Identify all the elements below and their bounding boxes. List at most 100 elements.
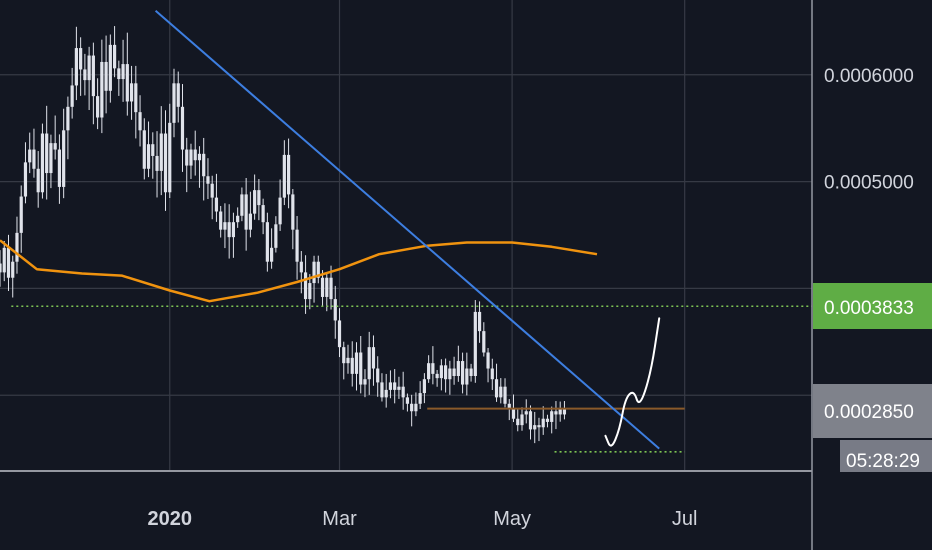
time-tick-label: 2020 — [148, 508, 193, 530]
candle-body — [376, 368, 380, 383]
candle-body — [520, 414, 524, 426]
candle-body — [53, 143, 57, 150]
candle-body — [155, 155, 159, 171]
candle-body — [159, 133, 163, 171]
candle-body — [316, 261, 320, 278]
candle-body — [367, 347, 371, 380]
candle-body — [236, 215, 240, 223]
candle-body — [414, 403, 418, 412]
last-price-badge — [813, 384, 932, 438]
candle-body — [265, 222, 269, 262]
candle-body — [439, 365, 443, 379]
price-tick-label: 0.0006000 — [824, 66, 914, 87]
candle-body — [541, 418, 545, 428]
candle-body — [278, 197, 282, 225]
candle-body — [299, 261, 303, 273]
support-price-label: 0.0003833 — [824, 298, 914, 319]
candle-body — [223, 222, 227, 230]
candle-body — [104, 61, 108, 91]
candle-body — [28, 149, 32, 163]
candle-body — [537, 425, 541, 428]
candle-body — [405, 397, 410, 404]
candle-body — [197, 153, 202, 161]
candle-body — [87, 55, 91, 81]
time-tick-label: Mar — [322, 508, 357, 530]
candle-body — [257, 190, 261, 206]
candle-body — [117, 68, 121, 80]
candle-body — [308, 283, 312, 300]
candle-body — [393, 382, 397, 390]
price-badges: 0.0003833 0.0002850 05:28:29 — [813, 283, 932, 472]
candle-body — [410, 403, 414, 412]
candle-body — [253, 190, 257, 214]
candle-body — [108, 44, 112, 91]
candle-body — [151, 144, 155, 156]
candle-body — [460, 361, 465, 385]
drawings — [0, 9, 812, 453]
candle-body — [346, 357, 350, 364]
candle-body — [227, 222, 231, 238]
candle-body — [397, 386, 401, 390]
candle-body — [270, 247, 274, 262]
candle-body — [371, 347, 376, 369]
candle-body — [244, 194, 248, 230]
candle-body — [511, 408, 516, 419]
candle-body — [180, 106, 185, 150]
candle-body — [473, 311, 477, 376]
candle-body — [83, 69, 87, 81]
candle-body — [486, 352, 490, 369]
candle-body — [79, 48, 83, 70]
candle-body — [528, 411, 533, 430]
candle-body — [274, 224, 278, 248]
candle-body — [388, 382, 393, 390]
candle-body — [562, 408, 567, 415]
candle-body — [23, 162, 28, 197]
candle-body — [431, 363, 435, 374]
candle-body — [172, 83, 176, 123]
candle-body — [36, 168, 40, 193]
candle-body — [550, 411, 554, 422]
candle-body — [452, 368, 456, 376]
candle-body — [456, 361, 460, 376]
candle-body — [490, 368, 494, 380]
candle-body — [202, 153, 206, 177]
candle-body — [422, 379, 426, 394]
candle-body — [350, 357, 354, 374]
candle-body — [312, 261, 316, 284]
candle-body — [19, 196, 23, 233]
candle-body — [176, 83, 180, 107]
candle-body — [142, 130, 146, 169]
candle-body — [32, 149, 36, 169]
candle-body — [168, 122, 172, 193]
candle-body — [533, 425, 537, 430]
candle-body — [138, 112, 142, 131]
candle-body — [380, 382, 384, 398]
candle-body — [15, 232, 19, 262]
candle-body — [465, 368, 469, 385]
time-tick-label: Jul — [672, 508, 698, 530]
candle-body — [248, 213, 252, 230]
candle-body — [524, 411, 528, 415]
price-scale[interactable]: 0.0006000 0.0005000 — [824, 66, 914, 194]
candle-body — [401, 386, 405, 398]
candle-body — [210, 183, 214, 198]
candle-body — [112, 44, 117, 69]
candle-body — [125, 64, 129, 102]
candle-body — [0, 263, 2, 273]
candlesticks — [0, 26, 567, 444]
candle-body — [477, 311, 482, 332]
candle-body — [146, 144, 151, 169]
candle-body — [40, 133, 45, 193]
candle-body — [11, 261, 15, 278]
candle-body — [482, 331, 486, 353]
candle-body — [554, 411, 558, 415]
candle-body — [291, 194, 295, 230]
candle-body — [231, 222, 236, 238]
candle-body — [185, 149, 189, 166]
candle-body — [6, 247, 11, 278]
time-scale[interactable]: 2020 Mar May Jul — [148, 508, 698, 530]
candle-body — [435, 373, 439, 379]
candle-body — [444, 365, 448, 380]
candle-body — [384, 389, 388, 398]
